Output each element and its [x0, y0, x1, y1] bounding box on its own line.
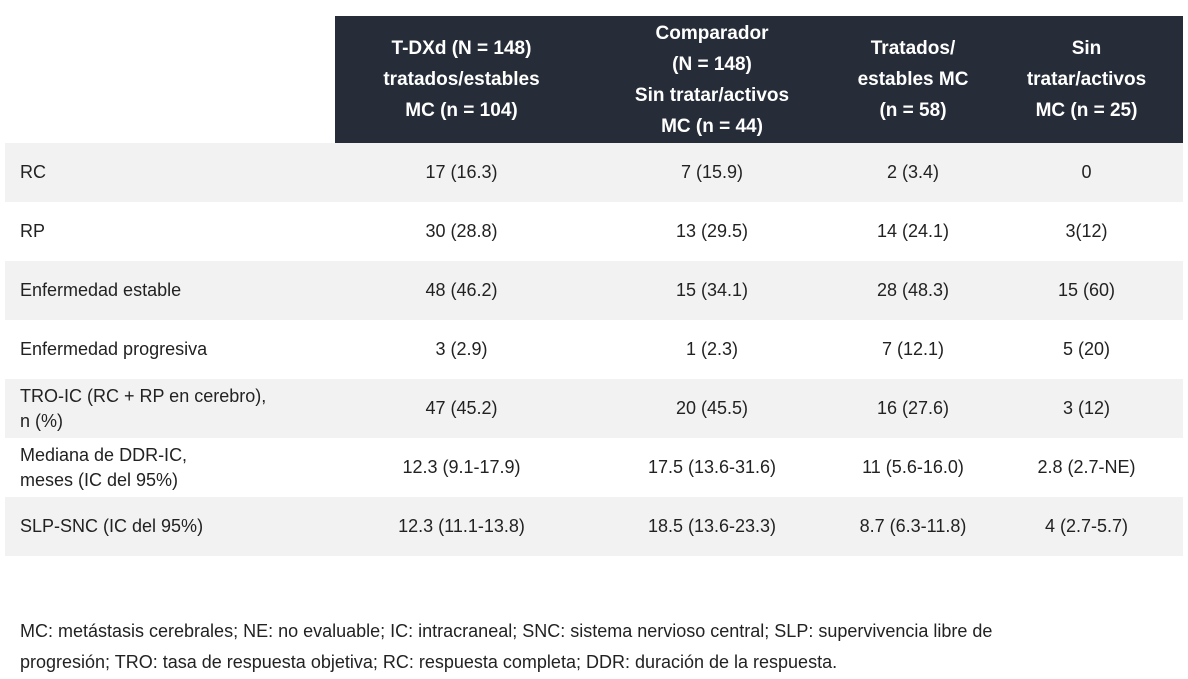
label-text: Enfermedad progresiva	[20, 339, 208, 359]
header-text: tratar/activos	[1026, 69, 1147, 90]
cell-text: 2 (3.4)	[886, 162, 940, 182]
data-cell: 17 (16.3)	[335, 143, 588, 202]
data-cell: 15 (34.1)	[588, 261, 836, 320]
header-cell: Sin tratar/activos MC (n = 25)	[990, 16, 1183, 143]
header-text: Tratados/	[870, 38, 956, 59]
cell-text: 11 (5.6-16.0)	[862, 457, 964, 477]
data-cell: 11 (5.6-16.0)	[836, 438, 990, 497]
label-text: RC	[20, 162, 46, 182]
cell-text: 2.8 (2.7-NE)	[1037, 457, 1136, 477]
row-label: Mediana de DDR-IC, meses (IC del 95%)	[5, 438, 335, 497]
cell-text: 13 (29.5)	[675, 221, 749, 241]
cell-text: 15 (34.1)	[675, 280, 749, 300]
cell-text: 48 (46.2)	[425, 280, 498, 300]
data-cell: 8.7 (6.3-11.8)	[836, 497, 990, 556]
data-cell: 16 (27.6)	[836, 379, 990, 438]
cell-text: 12.3 (11.1-13.8)	[398, 516, 525, 536]
cell-text: 16 (27.6)	[876, 398, 950, 418]
cell-text: 17 (16.3)	[425, 162, 498, 182]
data-cell: 3(12)	[990, 202, 1183, 261]
header-text: MC (n = 104)	[405, 100, 518, 121]
row-label: Enfermedad estable	[5, 261, 335, 320]
cell-text: 15 (60)	[1057, 280, 1116, 300]
cell-text: 4 (2.7-5.7)	[1044, 516, 1129, 536]
row-label: TRO-IC (RC + RP en cerebro), n (%)	[5, 379, 335, 438]
header-text: MC (n = 25)	[1035, 100, 1138, 121]
label-text: RP	[20, 221, 46, 241]
header-cell: Tratados/estables MC (n = 58)	[836, 16, 990, 143]
cell-text: 1 (2.3)	[685, 339, 739, 359]
header-text: (N = 148)	[672, 53, 752, 75]
cell-text: 7 (15.9)	[680, 162, 744, 182]
row-label: RC	[5, 143, 335, 202]
data-cell: 4 (2.7-5.7)	[990, 497, 1183, 556]
data-cell: 48 (46.2)	[335, 261, 588, 320]
data-cell: 7 (15.9)	[588, 143, 836, 202]
data-cell: 17.5 (13.6-31.6)	[588, 438, 836, 497]
cell-text: 5 (20)	[1062, 339, 1111, 359]
data-cell: 7 (12.1)	[836, 320, 990, 379]
header-text: tratados/estables	[383, 69, 540, 90]
data-cell: 15 (60)	[990, 261, 1183, 320]
cell-text: 3(12)	[1065, 221, 1108, 241]
header-cell: T-DXd (N = 148) tratados/estables MC (n = …	[335, 16, 588, 143]
footnote-line: progresión; TRO: tasa de respuesta objet…	[20, 652, 838, 672]
cell-text: 3 (2.9)	[435, 339, 488, 359]
data-cell: 47 (45.2)	[335, 379, 588, 438]
data-cell: 14 (24.1)	[836, 202, 990, 261]
label-text: n (%)	[20, 410, 64, 431]
row-label: RP	[5, 202, 335, 261]
row-label: SLP-SNC (IC del 95%)	[5, 497, 335, 556]
data-cell: 13 (29.5)	[588, 202, 836, 261]
data-cell: 12.3 (11.1-13.8)	[335, 497, 588, 556]
data-cell: 28 (48.3)	[836, 261, 990, 320]
header-text: estables MC	[857, 69, 969, 90]
data-cell: 20 (45.5)	[588, 379, 836, 438]
header-text: Sin tratar/activos	[634, 84, 790, 106]
cell-text: 8.7 (6.3-11.8)	[859, 516, 967, 536]
header-cell: Comparador (N = 148) Sin tratar/activos MC …	[588, 16, 836, 143]
footnote-line: MC: metástasis cerebrales; NE: no evalua…	[20, 621, 993, 641]
cell-text: 28 (48.3)	[876, 280, 950, 300]
header-text: Sin	[1071, 38, 1102, 59]
header-text: MC (n = 44)	[661, 115, 763, 137]
cell-text: 12.3 (9.1-17.9)	[402, 457, 521, 477]
label-text: meses (IC del 95%)	[20, 469, 179, 490]
cell-text: 30 (28.8)	[425, 221, 498, 241]
label-text: Mediana de DDR-IC,	[20, 444, 188, 465]
cell-text: 20 (45.5)	[675, 398, 749, 418]
cell-text: 14 (24.1)	[876, 221, 950, 241]
footnote: MC: metástasis cerebrales; NE: no evalua…	[20, 616, 992, 678]
cell-text: 47 (45.2)	[425, 398, 498, 418]
data-cell: 0	[990, 143, 1183, 202]
label-text: SLP-SNC (IC del 95%)	[20, 516, 204, 536]
cell-text: 18.5 (13.6-23.3)	[647, 516, 777, 536]
data-cell: 5 (20)	[990, 320, 1183, 379]
data-cell: 1 (2.3)	[588, 320, 836, 379]
data-cell: 3 (12)	[990, 379, 1183, 438]
label-text: TRO-IC (RC + RP en cerebro),	[20, 385, 267, 406]
data-cell: 30 (28.8)	[335, 202, 588, 261]
header-text: (n = 58)	[879, 100, 947, 121]
row-label: Enfermedad progresiva	[5, 320, 335, 379]
header-text: T-DXd (N = 148)	[391, 38, 532, 59]
data-cell: 18.5 (13.6-23.3)	[588, 497, 836, 556]
cell-text: 7 (12.1)	[881, 339, 945, 359]
data-cell: 2.8 (2.7-NE)	[990, 438, 1183, 497]
data-cell: 3 (2.9)	[335, 320, 588, 379]
label-text: Enfermedad estable	[20, 280, 182, 300]
data-cell: 2 (3.4)	[836, 143, 990, 202]
header-text: Comparador	[655, 22, 769, 44]
cell-text: 0	[1081, 162, 1092, 182]
cell-text: 3 (12)	[1062, 398, 1111, 418]
cell-text: 17.5 (13.6-31.6)	[647, 457, 777, 477]
data-cell: 12.3 (9.1-17.9)	[335, 438, 588, 497]
